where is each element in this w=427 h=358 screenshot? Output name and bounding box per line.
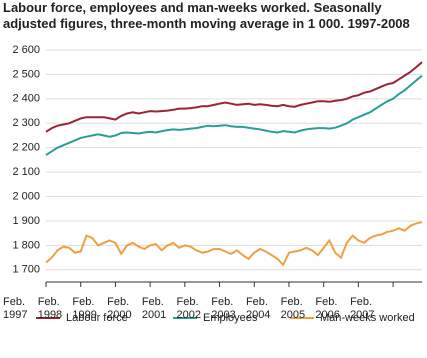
x-tick-label: Feb. 2006 — [315, 296, 340, 321]
x-tick-label: Feb. 2003 — [211, 296, 236, 321]
x-tick-label: Feb. 2001 — [141, 296, 167, 321]
y-tick-label: 2 500 — [12, 68, 40, 80]
y-tick-label: 1 700 — [12, 264, 40, 276]
y-tick-label: 2 600 — [12, 44, 40, 56]
chart-title: Labour force, employees and man-weeks wo… — [3, 0, 410, 31]
x-tick-label: Feb. 1999 — [72, 296, 97, 321]
x-tick-label: Feb. 1997 — [3, 296, 28, 321]
legend-label: Employees — [203, 312, 258, 324]
series-line — [45, 221, 423, 267]
y-tick-label: 2 400 — [12, 93, 40, 105]
y-tick-label: 2 100 — [12, 166, 40, 178]
x-tick-label: Feb. 1998 — [37, 296, 63, 321]
y-tick-label: 1 800 — [12, 239, 40, 251]
y-tick-label: 2 300 — [12, 117, 40, 129]
y-tick-label: 1 900 — [12, 215, 40, 227]
x-tick-label: Feb. 2004 — [245, 296, 271, 321]
y-tick-label: 2 000 — [12, 190, 40, 202]
legend-label: Man-weeks worked — [320, 312, 415, 324]
y-tick-label: 2 200 — [12, 142, 40, 154]
legend-label: Labour force — [66, 312, 128, 324]
x-tick-label: Feb. 2000 — [107, 296, 132, 321]
x-tick-label: Feb. 2005 — [280, 296, 306, 321]
x-tick-label: Feb. 2007 — [350, 296, 375, 321]
series-line — [45, 74, 423, 156]
series-line — [45, 61, 423, 133]
x-tick-label: Feb. 2002 — [176, 296, 202, 321]
